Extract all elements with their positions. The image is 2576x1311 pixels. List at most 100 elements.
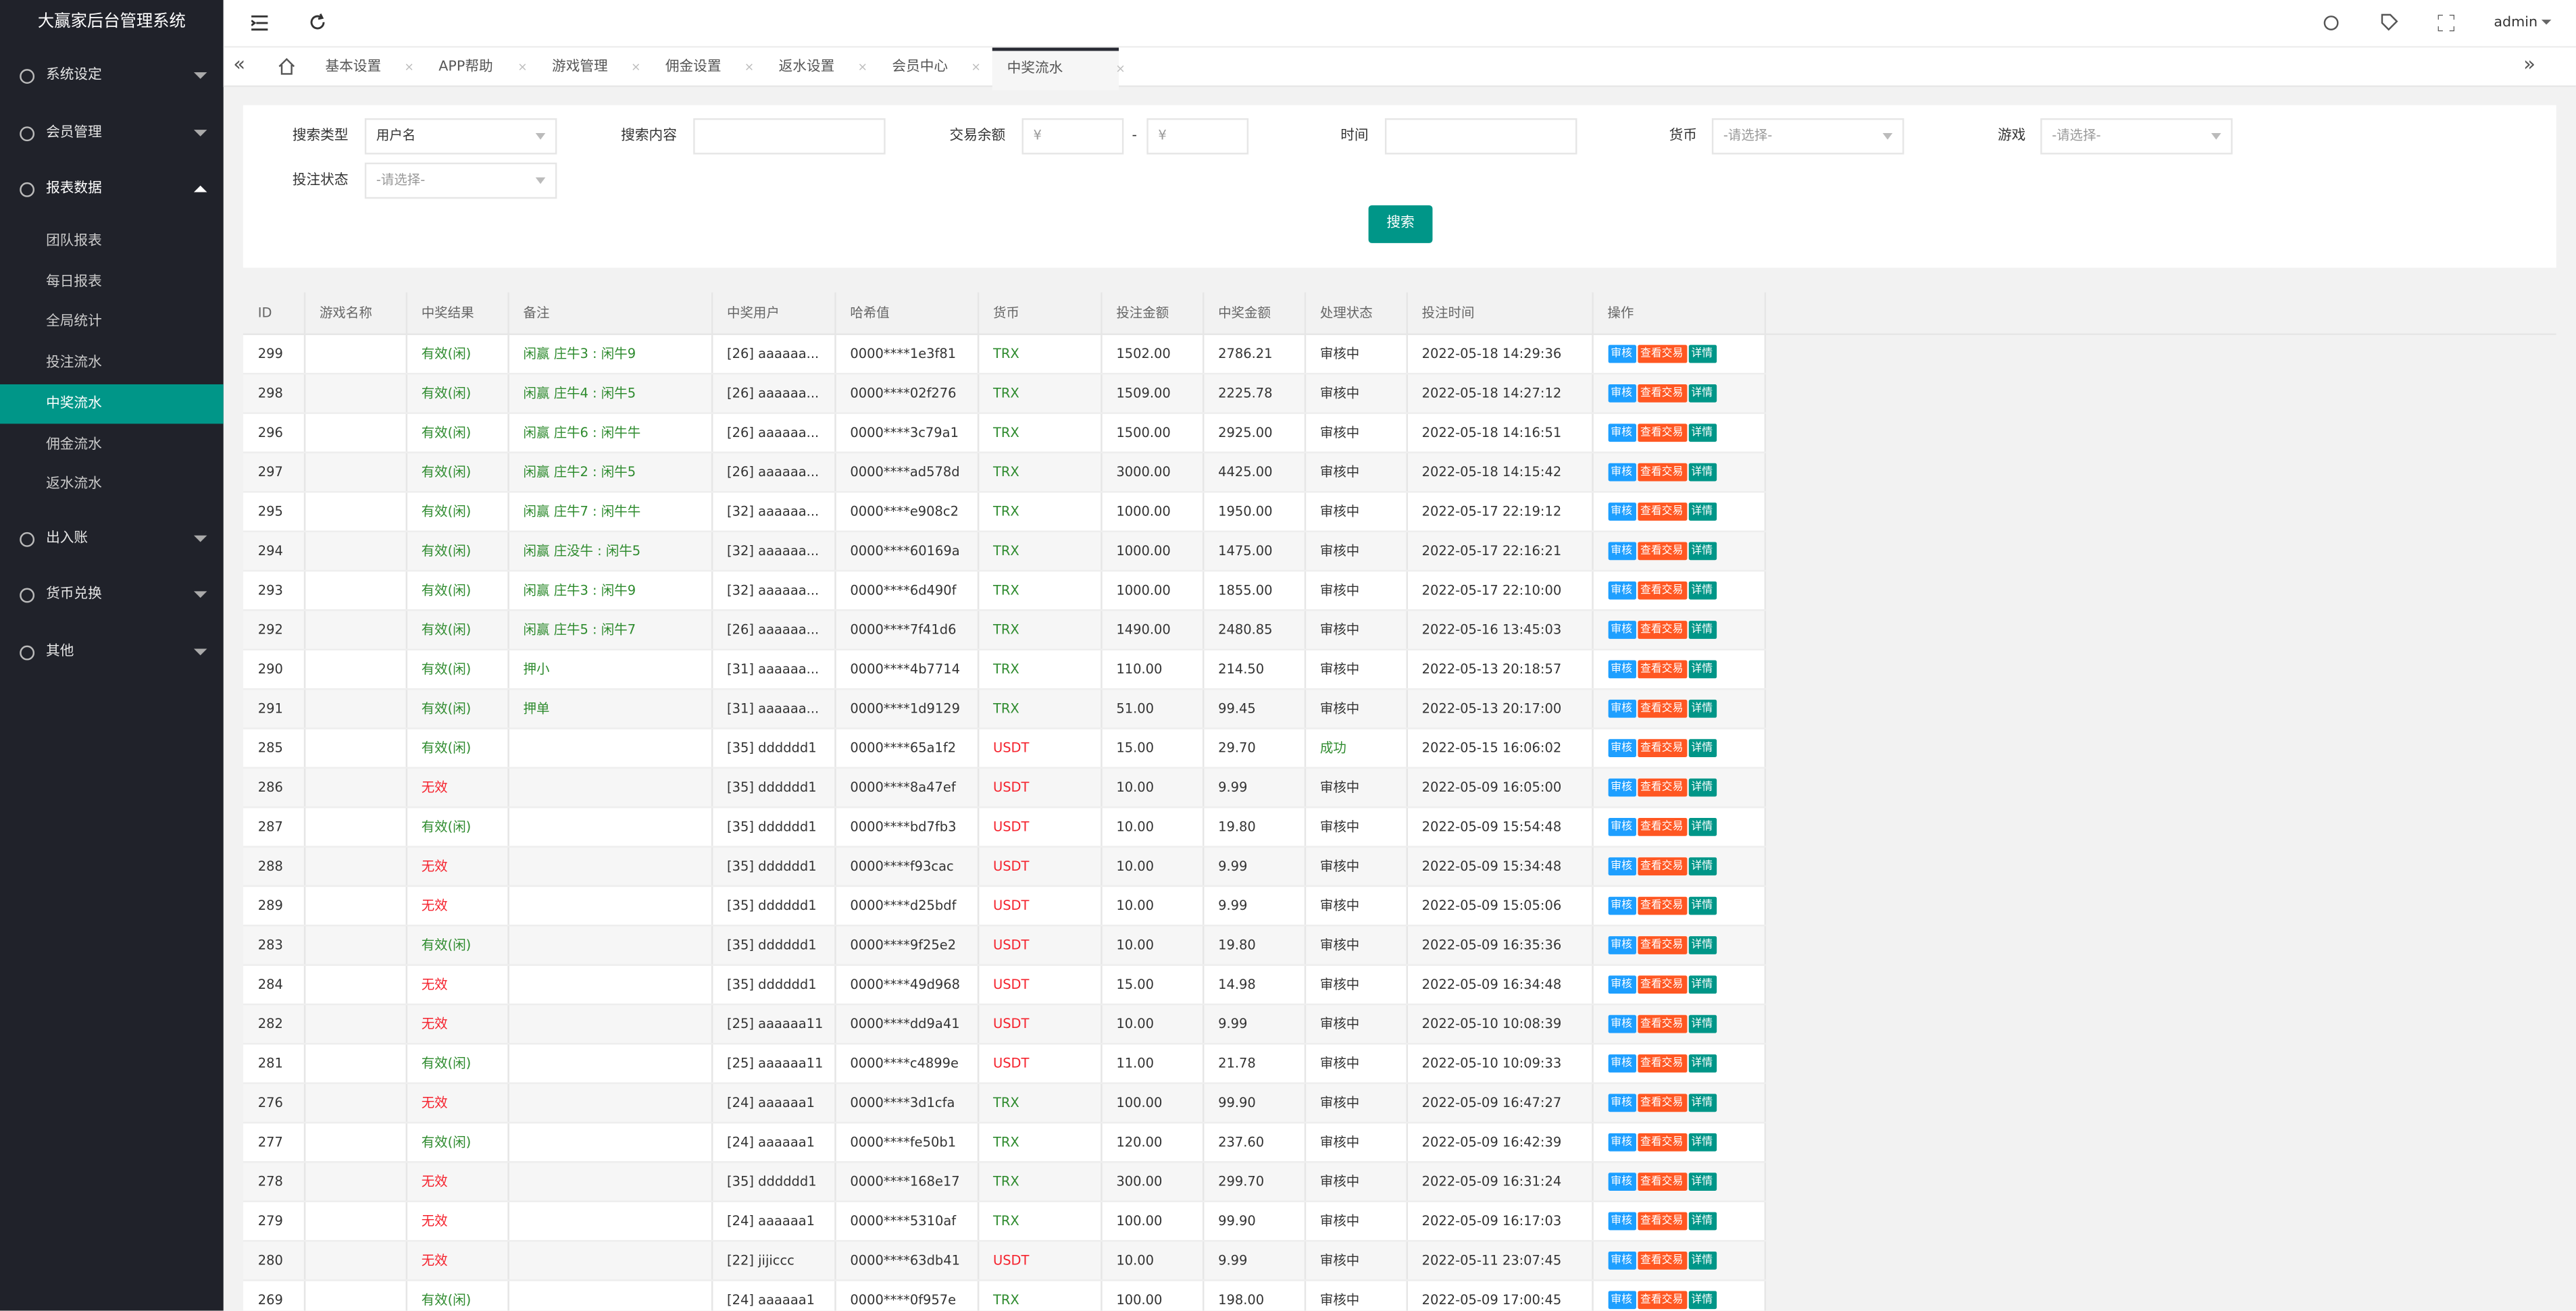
tab-label[interactable]: 基本设置 bbox=[325, 59, 381, 76]
action-button[interactable]: 详情 bbox=[1688, 700, 1716, 718]
action-button[interactable]: 详情 bbox=[1688, 1291, 1716, 1309]
action-button[interactable]: 详情 bbox=[1688, 345, 1716, 363]
action-button[interactable]: 查看交易 bbox=[1637, 1094, 1686, 1112]
tab-close[interactable]: × bbox=[858, 48, 867, 87]
submenu-item[interactable]: 团队报表 bbox=[0, 222, 224, 261]
action-button[interactable]: 审核 bbox=[1607, 621, 1635, 639]
action-button[interactable]: 详情 bbox=[1688, 818, 1716, 836]
action-button[interactable]: 审核 bbox=[1607, 384, 1635, 403]
tab-close[interactable]: × bbox=[405, 48, 414, 87]
action-button[interactable]: 详情 bbox=[1688, 857, 1716, 875]
action-button[interactable]: 查看交易 bbox=[1637, 1212, 1686, 1231]
tab-label[interactable]: 游戏管理 bbox=[552, 59, 608, 76]
action-button[interactable]: 查看交易 bbox=[1637, 897, 1686, 915]
tab-label[interactable]: APP帮助 bbox=[438, 59, 493, 76]
select-box[interactable]: -请选择- bbox=[2040, 118, 2233, 154]
action-button[interactable]: 审核 bbox=[1607, 503, 1635, 521]
action-button[interactable]: 查看交易 bbox=[1637, 542, 1686, 560]
action-button[interactable]: 详情 bbox=[1688, 739, 1716, 757]
tab[interactable]: APP帮助× bbox=[438, 48, 521, 87]
action-button[interactable]: 查看交易 bbox=[1637, 857, 1686, 875]
action-button[interactable]: 审核 bbox=[1607, 661, 1635, 679]
tab-close[interactable]: × bbox=[631, 48, 640, 87]
action-button[interactable]: 查看交易 bbox=[1637, 345, 1686, 363]
fullscreen-button[interactable] bbox=[2438, 15, 2454, 31]
tab-label[interactable]: 返水设置 bbox=[779, 59, 835, 76]
input-box[interactable] bbox=[693, 118, 886, 154]
action-button[interactable]: 查看交易 bbox=[1637, 1173, 1686, 1191]
action-button[interactable]: 查看交易 bbox=[1637, 661, 1686, 679]
menu-label[interactable]: 货币兑换 bbox=[46, 586, 102, 602]
menu-label[interactable]: 系统设定 bbox=[46, 68, 102, 84]
action-button[interactable]: 审核 bbox=[1607, 1173, 1635, 1191]
input-box[interactable]: ¥ bbox=[1146, 118, 1248, 154]
action-button[interactable]: 审核 bbox=[1607, 1212, 1635, 1231]
menu-label[interactable]: 会员管理 bbox=[46, 125, 102, 141]
action-button[interactable]: 查看交易 bbox=[1637, 818, 1686, 836]
action-button[interactable]: 详情 bbox=[1688, 1015, 1716, 1033]
tab-prev[interactable]: « bbox=[233, 53, 245, 76]
note-button[interactable] bbox=[2381, 13, 2399, 31]
action-button[interactable]: 详情 bbox=[1688, 1173, 1716, 1191]
action-button[interactable]: 查看交易 bbox=[1637, 1015, 1686, 1033]
action-button[interactable]: 详情 bbox=[1688, 1212, 1716, 1231]
theme-button[interactable] bbox=[2323, 15, 2339, 31]
menu-label[interactable]: 其他 bbox=[46, 644, 74, 660]
action-button[interactable]: 查看交易 bbox=[1637, 975, 1686, 994]
tab-close[interactable]: × bbox=[744, 48, 754, 87]
action-button[interactable]: 审核 bbox=[1607, 779, 1635, 797]
tab-close[interactable]: × bbox=[517, 48, 527, 87]
submenu-item[interactable]: 返水流水 bbox=[0, 465, 224, 505]
menu-item[interactable]: 货币兑换 bbox=[0, 573, 224, 616]
action-button[interactable]: 审核 bbox=[1607, 1252, 1635, 1270]
menu-item[interactable]: 出入账 bbox=[0, 517, 224, 560]
action-button[interactable]: 审核 bbox=[1607, 1291, 1635, 1309]
action-button[interactable]: 查看交易 bbox=[1637, 621, 1686, 639]
action-button[interactable]: 详情 bbox=[1688, 1133, 1716, 1152]
action-button[interactable]: 查看交易 bbox=[1637, 700, 1686, 718]
select-box[interactable]: 用户名 bbox=[365, 118, 557, 154]
action-button[interactable]: 查看交易 bbox=[1637, 1291, 1686, 1309]
submenu-item[interactable]: 佣金流水 bbox=[0, 425, 224, 464]
menu-item[interactable]: 其他 bbox=[0, 631, 224, 673]
menu-item[interactable]: 系统设定 bbox=[0, 54, 224, 97]
input-box[interactable] bbox=[1385, 118, 1577, 154]
action-button[interactable]: 详情 bbox=[1688, 621, 1716, 639]
tab-label[interactable]: 佣金设置 bbox=[665, 59, 722, 76]
action-button[interactable]: 审核 bbox=[1607, 739, 1635, 757]
action-button[interactable]: 审核 bbox=[1607, 818, 1635, 836]
action-button[interactable]: 详情 bbox=[1688, 423, 1716, 442]
action-button[interactable]: 审核 bbox=[1607, 463, 1635, 482]
tab[interactable]: 基本设置× bbox=[325, 48, 407, 87]
tab[interactable]: 返水设置× bbox=[779, 48, 861, 87]
action-button[interactable]: 详情 bbox=[1688, 1054, 1716, 1073]
menu-item[interactable]: 报表数据 bbox=[0, 168, 224, 210]
tab-next[interactable]: » bbox=[2523, 53, 2535, 76]
action-button[interactable]: 查看交易 bbox=[1637, 463, 1686, 482]
menu-item[interactable]: 会员管理 bbox=[0, 111, 224, 154]
home-tab[interactable] bbox=[278, 57, 296, 76]
action-button[interactable]: 详情 bbox=[1688, 582, 1716, 600]
action-button[interactable]: 查看交易 bbox=[1637, 384, 1686, 403]
action-button[interactable]: 审核 bbox=[1607, 936, 1635, 954]
action-button[interactable]: 审核 bbox=[1607, 542, 1635, 560]
input-box[interactable]: ¥ bbox=[1022, 118, 1124, 154]
action-button[interactable]: 详情 bbox=[1688, 384, 1716, 403]
action-button[interactable]: 详情 bbox=[1688, 1094, 1716, 1112]
action-button[interactable]: 审核 bbox=[1607, 345, 1635, 363]
action-button[interactable]: 查看交易 bbox=[1637, 936, 1686, 954]
tab-close[interactable]: × bbox=[971, 48, 980, 87]
menu-label[interactable]: 报表数据 bbox=[46, 180, 102, 197]
user-name[interactable]: admin bbox=[2494, 15, 2537, 31]
action-button[interactable]: 审核 bbox=[1607, 857, 1635, 875]
action-button[interactable]: 查看交易 bbox=[1637, 1252, 1686, 1270]
select-box[interactable]: -请选择- bbox=[1712, 118, 1904, 154]
action-button[interactable]: 查看交易 bbox=[1637, 423, 1686, 442]
tab[interactable]: 中奖流水× bbox=[992, 48, 1119, 91]
menu-label[interactable]: 出入账 bbox=[46, 530, 88, 546]
action-button[interactable]: 详情 bbox=[1688, 779, 1716, 797]
action-button[interactable]: 审核 bbox=[1607, 423, 1635, 442]
action-button[interactable]: 审核 bbox=[1607, 1094, 1635, 1112]
action-button[interactable]: 审核 bbox=[1607, 700, 1635, 718]
action-button[interactable]: 审核 bbox=[1607, 582, 1635, 600]
